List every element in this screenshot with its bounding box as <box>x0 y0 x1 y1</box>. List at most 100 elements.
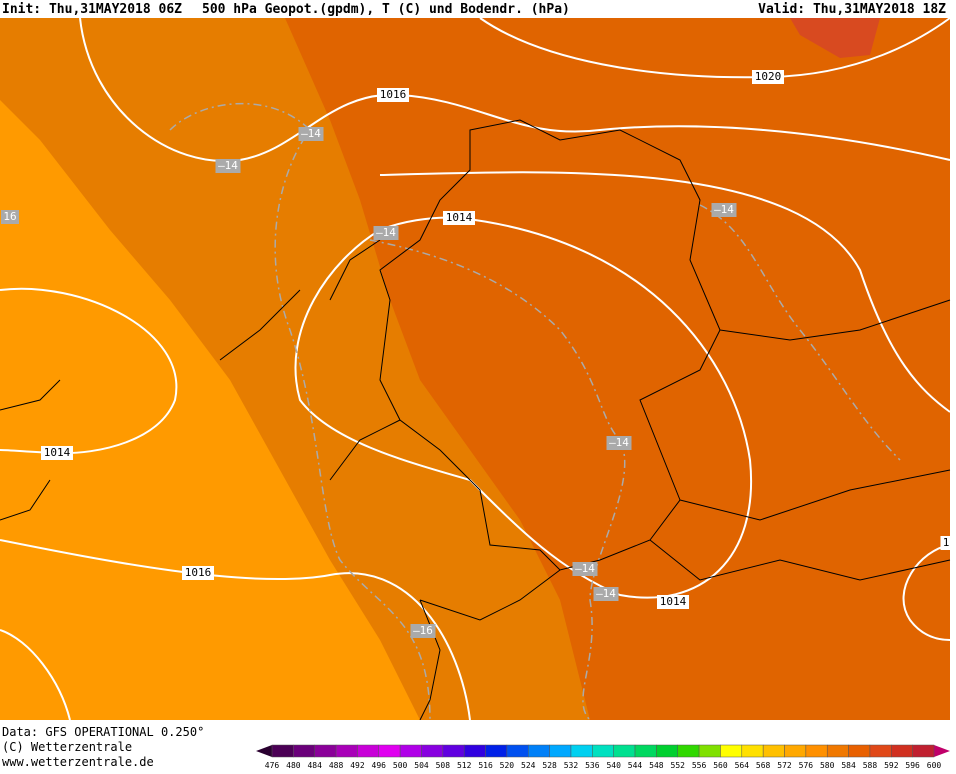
scale-label: 484 <box>307 761 322 770</box>
scale-box <box>335 744 358 758</box>
scale-box <box>891 744 913 758</box>
scale-end <box>934 745 950 757</box>
scale-label: 500 <box>393 761 408 770</box>
label-box <box>1 210 19 224</box>
isobar-label: 1014 <box>44 446 71 459</box>
isotherm-label: –14 <box>609 436 629 449</box>
footer-text: Data: GFS OPERATIONAL 0.250° <box>2 725 204 739</box>
map <box>0 17 951 721</box>
label-box <box>657 595 689 609</box>
scale-label: 568 <box>756 761 771 770</box>
scale-box <box>869 744 892 758</box>
scale-label: 580 <box>820 761 835 770</box>
scale-box <box>378 744 401 758</box>
scale-label: 512 <box>457 761 472 770</box>
label-box <box>940 536 952 550</box>
scale-label: 600 <box>927 761 942 770</box>
scale-box <box>314 744 337 758</box>
scale-label: 596 <box>905 761 920 770</box>
scale-label: 492 <box>350 761 365 770</box>
scale-box <box>741 744 764 758</box>
isotherm-label: 16 <box>3 210 16 223</box>
scale-box <box>357 744 380 758</box>
label-box <box>215 159 241 173</box>
scale-label: 552 <box>671 761 686 770</box>
label-box <box>298 127 324 141</box>
scale-label: 584 <box>841 761 856 770</box>
scale-box <box>592 744 614 758</box>
scale-box <box>485 744 508 758</box>
isotherm-label: –16 <box>413 624 433 637</box>
scale-box <box>613 744 636 758</box>
footer-text: www.wetterzentrale.de <box>2 755 154 769</box>
label-box <box>410 624 436 638</box>
label-box <box>572 562 598 576</box>
scale-label: 564 <box>735 761 750 770</box>
isobar-label: 1016 <box>185 566 212 579</box>
scale-label: 540 <box>606 761 621 770</box>
scale-box <box>656 744 678 758</box>
isobar-label: 1014 <box>660 595 687 608</box>
isotherm-label: –14 <box>301 127 321 140</box>
valid-time: Valid: Thu,31MAY2018 18Z <box>758 2 946 17</box>
init-time: Init: Thu,31MAY2018 06Z <box>2 2 182 17</box>
scale-label: 476 <box>265 761 280 770</box>
scale-label: 556 <box>692 761 707 770</box>
scale-box <box>677 744 700 758</box>
scale-label: 516 <box>478 761 493 770</box>
scale-end <box>256 745 272 757</box>
scale-box <box>570 744 593 758</box>
temp-zone <box>790 18 880 58</box>
scale-box <box>912 744 935 758</box>
scale-label: 488 <box>329 761 344 770</box>
isobar-label: 1016 <box>380 88 407 101</box>
scale-box <box>271 744 294 758</box>
scale-label: 520 <box>500 761 515 770</box>
scale-label: 504 <box>414 761 429 770</box>
scale-label: 480 <box>286 761 301 770</box>
label-box <box>752 70 784 84</box>
label-box <box>711 203 737 217</box>
isobar-label: 1 <box>943 536 950 549</box>
scale-label: 536 <box>585 761 600 770</box>
scale-box <box>805 744 828 758</box>
footer-text: (C) Wetterzentrale <box>2 740 132 754</box>
scale-label: 532 <box>564 761 579 770</box>
label-box <box>606 436 632 450</box>
isobar-label: 1020 <box>755 70 782 83</box>
isotherm-label: –14 <box>376 226 396 239</box>
scale-box <box>848 744 871 758</box>
description: 500 hPa Geopot.(gpdm), T (C) und Bodendr… <box>202 2 570 17</box>
scale-label: 588 <box>863 761 878 770</box>
label-box <box>182 566 214 580</box>
isotherm-label: –14 <box>596 587 616 600</box>
scale-box <box>720 744 743 758</box>
scale-label: 496 <box>372 761 387 770</box>
scale-label: 560 <box>713 761 728 770</box>
scale-box <box>506 744 529 758</box>
scale-label: 572 <box>777 761 792 770</box>
scale-box <box>421 744 444 758</box>
label-box <box>593 587 619 601</box>
scale-box <box>549 744 572 758</box>
temp-zone <box>0 100 420 720</box>
scale-label: 528 <box>542 761 557 770</box>
isotherm-label: –14 <box>218 159 238 172</box>
scale-box <box>698 744 721 758</box>
scale-box <box>442 744 465 758</box>
scale-box <box>528 744 550 758</box>
scale-label: 544 <box>628 761 643 770</box>
isotherm-label: –14 <box>575 562 595 575</box>
scale-label: 592 <box>884 761 899 770</box>
scale-box <box>826 744 849 758</box>
label-box <box>377 88 409 102</box>
scale-label: 508 <box>436 761 451 770</box>
scale-box <box>634 744 657 758</box>
scale-box <box>463 744 486 758</box>
scale-box <box>293 744 315 758</box>
isotherm-label: –14 <box>714 203 734 216</box>
label-box <box>373 226 399 240</box>
scale-box <box>399 744 422 758</box>
scale-label: 548 <box>649 761 664 770</box>
